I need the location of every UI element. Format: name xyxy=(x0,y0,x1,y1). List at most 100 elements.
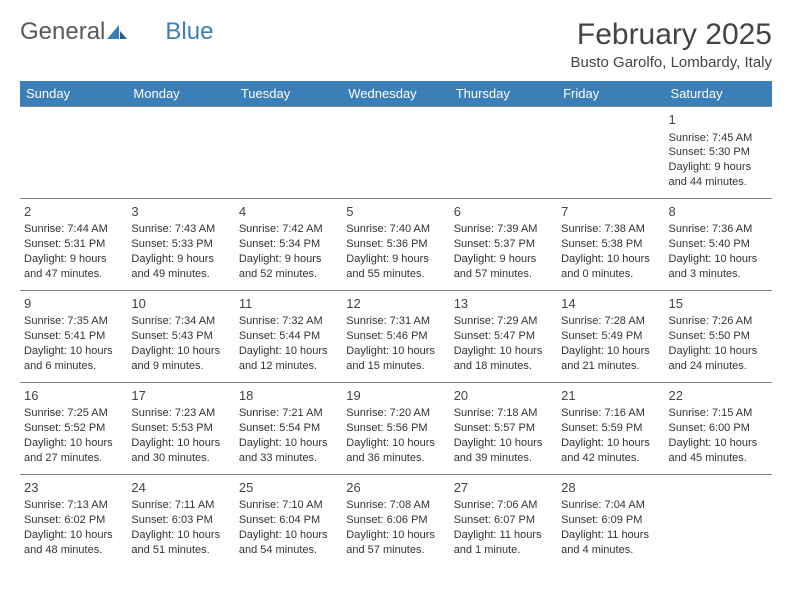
daylight-text: and 54 minutes. xyxy=(239,543,338,558)
weekday-header: Sunday xyxy=(20,81,127,107)
location-text: Busto Garolfo, Lombardy, Italy xyxy=(571,54,772,71)
daylight-text: and 57 minutes. xyxy=(346,543,445,558)
day-number: 28 xyxy=(561,479,660,497)
daylight-text: and 30 minutes. xyxy=(131,451,230,466)
daylight-text: Daylight: 9 hours xyxy=(346,252,445,267)
calendar-empty-cell xyxy=(557,107,664,199)
weekday-header: Friday xyxy=(557,81,664,107)
sunset-text: Sunset: 5:41 PM xyxy=(24,329,123,344)
weekday-header: Wednesday xyxy=(342,81,449,107)
calendar-day-cell: 20Sunrise: 7:18 AMSunset: 5:57 PMDayligh… xyxy=(450,382,557,474)
daylight-text: and 24 minutes. xyxy=(669,359,768,374)
daylight-text: and 47 minutes. xyxy=(24,267,123,282)
sunset-text: Sunset: 5:54 PM xyxy=(239,421,338,436)
sunrise-text: Sunrise: 7:16 AM xyxy=(561,406,660,421)
daylight-text: Daylight: 10 hours xyxy=(346,436,445,451)
logo-sail-icon xyxy=(107,18,127,46)
calendar-day-cell: 11Sunrise: 7:32 AMSunset: 5:44 PMDayligh… xyxy=(235,290,342,382)
calendar-day-cell: 28Sunrise: 7:04 AMSunset: 6:09 PMDayligh… xyxy=(557,474,664,565)
sunset-text: Sunset: 5:31 PM xyxy=(24,237,123,252)
daylight-text: and 18 minutes. xyxy=(454,359,553,374)
page-header: General Blue February 2025 Busto Garolfo… xyxy=(20,18,772,71)
sunset-text: Sunset: 5:57 PM xyxy=(454,421,553,436)
sunset-text: Sunset: 5:49 PM xyxy=(561,329,660,344)
sunset-text: Sunset: 5:43 PM xyxy=(131,329,230,344)
calendar-empty-cell xyxy=(20,107,127,199)
calendar-day-cell: 5Sunrise: 7:40 AMSunset: 5:36 PMDaylight… xyxy=(342,198,449,290)
sunrise-text: Sunrise: 7:23 AM xyxy=(131,406,230,421)
sunset-text: Sunset: 5:44 PM xyxy=(239,329,338,344)
day-number: 27 xyxy=(454,479,553,497)
daylight-text: and 3 minutes. xyxy=(669,267,768,282)
day-number: 6 xyxy=(454,203,553,221)
daylight-text: and 4 minutes. xyxy=(561,543,660,558)
daylight-text: and 55 minutes. xyxy=(346,267,445,282)
calendar-day-cell: 1Sunrise: 7:45 AMSunset: 5:30 PMDaylight… xyxy=(665,107,772,199)
calendar-day-cell: 3Sunrise: 7:43 AMSunset: 5:33 PMDaylight… xyxy=(127,198,234,290)
daylight-text: Daylight: 10 hours xyxy=(24,344,123,359)
daylight-text: Daylight: 10 hours xyxy=(131,436,230,451)
calendar-empty-cell xyxy=(235,107,342,199)
calendar-day-cell: 21Sunrise: 7:16 AMSunset: 5:59 PMDayligh… xyxy=(557,382,664,474)
daylight-text: and 27 minutes. xyxy=(24,451,123,466)
day-number: 20 xyxy=(454,387,553,405)
calendar-day-cell: 24Sunrise: 7:11 AMSunset: 6:03 PMDayligh… xyxy=(127,474,234,565)
calendar-empty-cell xyxy=(450,107,557,199)
sunset-text: Sunset: 6:04 PM xyxy=(239,513,338,528)
calendar-day-cell: 8Sunrise: 7:36 AMSunset: 5:40 PMDaylight… xyxy=(665,198,772,290)
daylight-text: and 48 minutes. xyxy=(24,543,123,558)
calendar-day-cell: 18Sunrise: 7:21 AMSunset: 5:54 PMDayligh… xyxy=(235,382,342,474)
sunrise-text: Sunrise: 7:20 AM xyxy=(346,406,445,421)
daylight-text: Daylight: 10 hours xyxy=(669,436,768,451)
sunset-text: Sunset: 5:59 PM xyxy=(561,421,660,436)
sunrise-text: Sunrise: 7:32 AM xyxy=(239,314,338,329)
sunset-text: Sunset: 5:33 PM xyxy=(131,237,230,252)
sunrise-text: Sunrise: 7:39 AM xyxy=(454,222,553,237)
calendar-day-cell: 7Sunrise: 7:38 AMSunset: 5:38 PMDaylight… xyxy=(557,198,664,290)
daylight-text: Daylight: 9 hours xyxy=(239,252,338,267)
sunrise-text: Sunrise: 7:26 AM xyxy=(669,314,768,329)
daylight-text: and 12 minutes. xyxy=(239,359,338,374)
daylight-text: Daylight: 9 hours xyxy=(131,252,230,267)
sunrise-text: Sunrise: 7:11 AM xyxy=(131,498,230,513)
calendar-day-cell: 2Sunrise: 7:44 AMSunset: 5:31 PMDaylight… xyxy=(20,198,127,290)
daylight-text: Daylight: 10 hours xyxy=(131,344,230,359)
day-number: 25 xyxy=(239,479,338,497)
sunset-text: Sunset: 5:37 PM xyxy=(454,237,553,252)
daylight-text: and 36 minutes. xyxy=(346,451,445,466)
daylight-text: and 57 minutes. xyxy=(454,267,553,282)
day-number: 16 xyxy=(24,387,123,405)
day-number: 2 xyxy=(24,203,123,221)
day-number: 15 xyxy=(669,295,768,313)
daylight-text: Daylight: 11 hours xyxy=(454,528,553,543)
sunset-text: Sunset: 5:52 PM xyxy=(24,421,123,436)
sunrise-text: Sunrise: 7:15 AM xyxy=(669,406,768,421)
sunrise-text: Sunrise: 7:13 AM xyxy=(24,498,123,513)
daylight-text: Daylight: 10 hours xyxy=(346,344,445,359)
calendar-week-row: 2Sunrise: 7:44 AMSunset: 5:31 PMDaylight… xyxy=(20,198,772,290)
sunset-text: Sunset: 5:46 PM xyxy=(346,329,445,344)
daylight-text: and 44 minutes. xyxy=(669,175,768,190)
calendar-day-cell: 25Sunrise: 7:10 AMSunset: 6:04 PMDayligh… xyxy=(235,474,342,565)
daylight-text: Daylight: 11 hours xyxy=(561,528,660,543)
day-number: 1 xyxy=(669,111,768,129)
daylight-text: Daylight: 10 hours xyxy=(669,252,768,267)
daylight-text: Daylight: 9 hours xyxy=(24,252,123,267)
day-number: 8 xyxy=(669,203,768,221)
sunrise-text: Sunrise: 7:04 AM xyxy=(561,498,660,513)
day-number: 17 xyxy=(131,387,230,405)
day-number: 26 xyxy=(346,479,445,497)
daylight-text: and 9 minutes. xyxy=(131,359,230,374)
sunset-text: Sunset: 5:38 PM xyxy=(561,237,660,252)
sunrise-text: Sunrise: 7:29 AM xyxy=(454,314,553,329)
day-number: 23 xyxy=(24,479,123,497)
sunset-text: Sunset: 6:02 PM xyxy=(24,513,123,528)
calendar-table: SundayMondayTuesdayWednesdayThursdayFrid… xyxy=(20,81,772,566)
daylight-text: Daylight: 10 hours xyxy=(454,436,553,451)
sunset-text: Sunset: 5:34 PM xyxy=(239,237,338,252)
sunset-text: Sunset: 6:00 PM xyxy=(669,421,768,436)
sunrise-text: Sunrise: 7:21 AM xyxy=(239,406,338,421)
calendar-day-cell: 12Sunrise: 7:31 AMSunset: 5:46 PMDayligh… xyxy=(342,290,449,382)
calendar-week-row: 16Sunrise: 7:25 AMSunset: 5:52 PMDayligh… xyxy=(20,382,772,474)
daylight-text: Daylight: 10 hours xyxy=(131,528,230,543)
